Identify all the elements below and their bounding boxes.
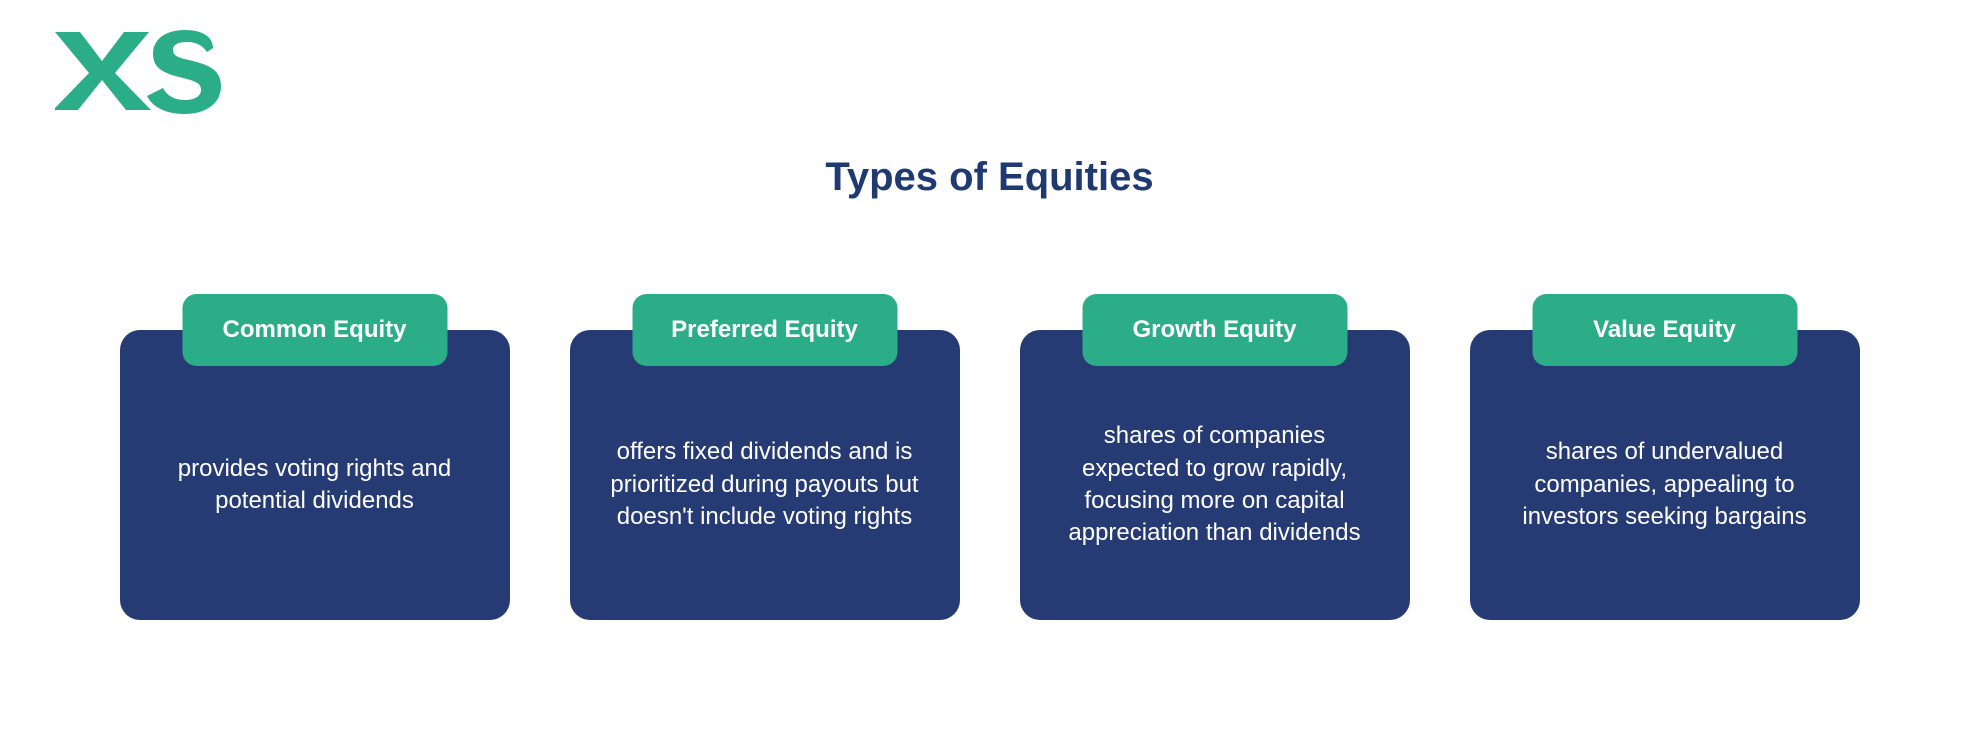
card-description: shares of undervalued companies, appeali… — [1510, 436, 1820, 533]
xs-logo — [55, 28, 225, 119]
equity-card: shares of companies expected to grow rap… — [1020, 330, 1410, 620]
card-description: offers fixed dividends and is prioritize… — [610, 436, 920, 533]
card-label: Value Equity — [1593, 316, 1736, 344]
card-description: shares of companies expected to grow rap… — [1060, 420, 1370, 550]
cards-row: provides voting rights and potential div… — [0, 330, 1979, 620]
card-tab: Common Equity — [182, 294, 447, 366]
equity-card: shares of undervalued companies, appeali… — [1470, 330, 1860, 620]
card-description: provides voting rights and potential div… — [160, 453, 470, 518]
card-label: Preferred Equity — [671, 316, 858, 344]
equity-card: offers fixed dividends and is prioritize… — [570, 330, 960, 620]
equity-card: provides voting rights and potential div… — [120, 330, 510, 620]
card-tab: Value Equity — [1532, 294, 1797, 366]
card-label: Growth Equity — [1133, 316, 1297, 344]
card-body: offers fixed dividends and is prioritize… — [570, 330, 960, 620]
card-body: shares of undervalued companies, appeali… — [1470, 330, 1860, 620]
page-title: Types of Equities — [0, 155, 1979, 200]
card-label: Common Equity — [223, 316, 407, 344]
card-tab: Preferred Equity — [632, 294, 897, 366]
card-body: provides voting rights and potential div… — [120, 330, 510, 620]
card-body: shares of companies expected to grow rap… — [1020, 330, 1410, 620]
card-tab: Growth Equity — [1082, 294, 1347, 366]
